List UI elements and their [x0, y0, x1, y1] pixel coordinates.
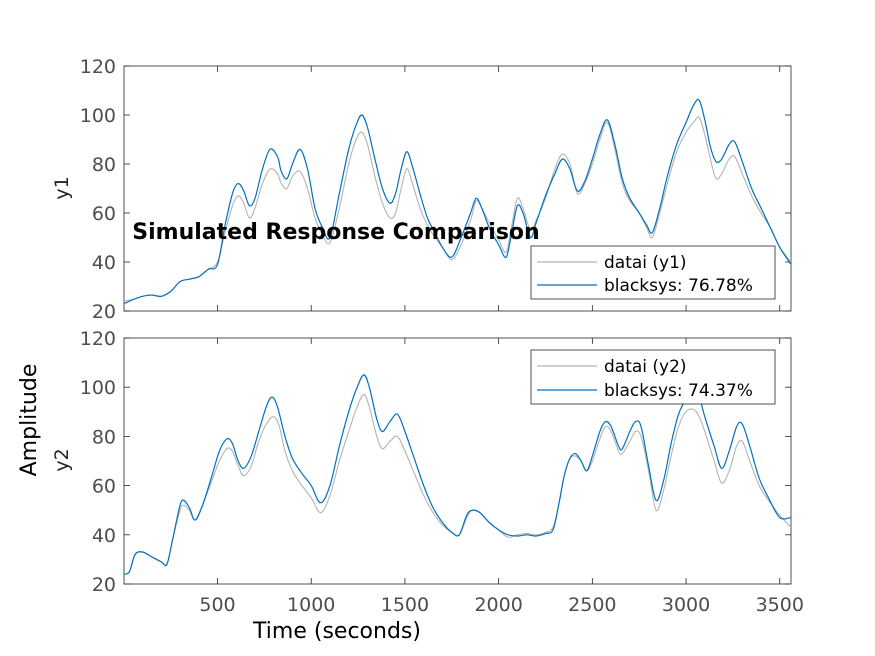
x-tick-label: 500	[199, 594, 235, 616]
bottom-legend-datai-label: datai (y2)	[604, 357, 687, 377]
y-tick-label: 120	[80, 328, 116, 350]
x-tick-label: 2000	[474, 594, 522, 616]
datai-series-line	[123, 116, 792, 302]
x-tick-label: 1000	[287, 594, 335, 616]
bottom-y-label: y2	[51, 448, 73, 471]
y-tick-label: 120	[80, 56, 116, 78]
x-tick-label: 1500	[381, 594, 429, 616]
top-legend-box	[530, 245, 776, 300]
y-tick-label: 20	[92, 301, 116, 323]
top-x-ticks	[217, 66, 781, 311]
top-legend-blacksys-label: blacksys: 76.78%	[604, 276, 753, 296]
y-tick-label: 80	[92, 154, 116, 176]
top-legend-datai-label: datai (y1)	[604, 253, 687, 273]
y-tick-label: 60	[92, 476, 116, 498]
y-tick-label: 100	[80, 105, 116, 127]
x-tick-label: 3500	[756, 594, 804, 616]
y-tick-label: 60	[92, 203, 116, 225]
x-tick-label: 2500	[568, 594, 616, 616]
bottom-axes-panel: 20 40 60 80 100 120 500 1000 1500 2000 2500 3000 35…	[51, 328, 804, 616]
y-axis-label: Amplitude	[17, 364, 42, 477]
top-y-label: y1	[51, 176, 73, 199]
bottom-legend-box	[530, 349, 776, 405]
top-legend: datai (y1) blacksys: 76.78%	[530, 245, 776, 300]
x-axis-label: Time (seconds)	[252, 619, 421, 644]
bottom-x-ticks: 500 1000 1500 2000 2500 3000 3500	[199, 338, 804, 616]
top-series-lines	[123, 98, 792, 305]
top-axes-panel: 20 40 60 80 100 120 y1 datai (y1) blacksys: 7…	[51, 56, 792, 323]
bottom-legend-blacksys-label: blacksys: 74.37%	[604, 381, 753, 401]
bottom-series-lines	[123, 374, 792, 575]
bottom-y-ticks: 20 40 60 80 100 120	[80, 328, 791, 596]
chart-title: Simulated Response Comparison	[132, 220, 539, 245]
bottom-legend: datai (y2) blacksys: 74.37%	[530, 349, 776, 405]
y-tick-label: 40	[92, 252, 116, 274]
x-tick-label: 3000	[662, 594, 710, 616]
y-tick-label: 40	[92, 525, 116, 547]
blacksys-series-line	[123, 374, 792, 575]
y-tick-label: 80	[92, 426, 116, 448]
top-y-ticks: 20 40 60 80 100 120	[80, 56, 791, 323]
y-tick-label: 20	[92, 574, 116, 596]
blacksys-series-line	[123, 98, 792, 305]
y-tick-label: 100	[80, 377, 116, 399]
